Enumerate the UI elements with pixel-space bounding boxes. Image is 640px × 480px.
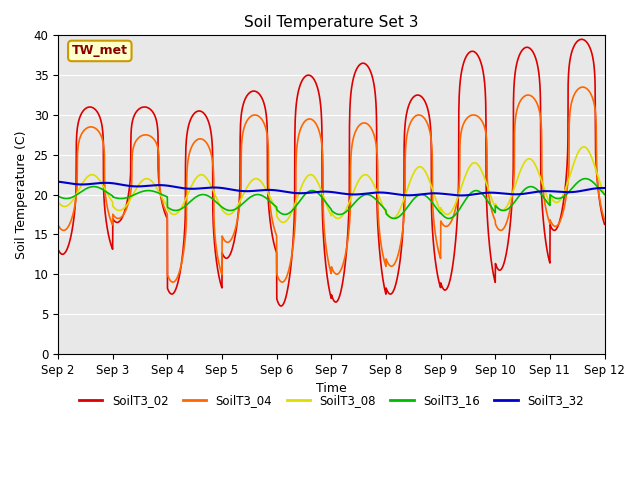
Title: Soil Temperature Set 3: Soil Temperature Set 3 [244, 15, 419, 30]
Legend: SoilT3_02, SoilT3_04, SoilT3_08, SoilT3_16, SoilT3_32: SoilT3_02, SoilT3_04, SoilT3_08, SoilT3_… [74, 389, 589, 411]
Y-axis label: Soil Temperature (C): Soil Temperature (C) [15, 130, 28, 259]
X-axis label: Time: Time [316, 382, 347, 395]
Text: TW_met: TW_met [72, 45, 128, 58]
